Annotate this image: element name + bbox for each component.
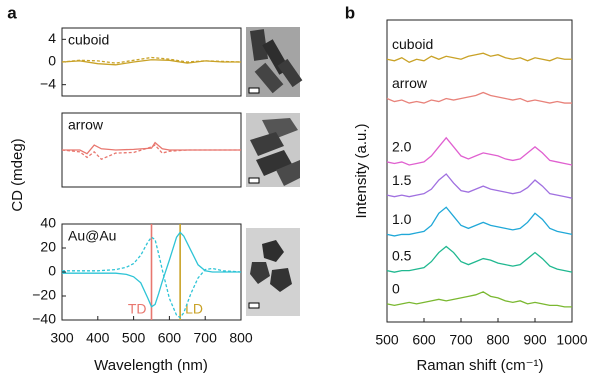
- y-tick-label: −4: [40, 75, 56, 91]
- panel-label: b: [345, 3, 355, 22]
- series-line: [387, 174, 572, 198]
- y-tick-label: 0: [48, 263, 56, 279]
- series-line: [387, 53, 572, 62]
- x-tick-label: 700: [194, 330, 218, 346]
- x-tick-label: 500: [122, 330, 146, 346]
- y-axis-label: CD (mdeg): [9, 138, 26, 211]
- series-label: arrow: [392, 75, 428, 91]
- reference-label: TD: [128, 301, 147, 317]
- series-line: [387, 207, 572, 236]
- x-tick-label: 300: [50, 330, 74, 346]
- series-label: 2.0: [392, 139, 412, 155]
- series-label: cuboid: [392, 36, 433, 52]
- y-tick-label: −40: [32, 311, 56, 327]
- series-label: 0.5: [392, 247, 412, 263]
- x-tick-label: 700: [449, 332, 473, 348]
- x-tick-label: 400: [86, 330, 110, 346]
- x-tick-label: 900: [523, 332, 547, 348]
- series-label: 0: [392, 281, 400, 297]
- reference-label: LD: [185, 301, 203, 317]
- y-tick-label: −20: [32, 287, 56, 303]
- x-axis-label: Raman shift (cm⁻¹): [416, 357, 543, 374]
- series-line: [387, 292, 572, 307]
- y-tick-label: 40: [40, 215, 56, 231]
- y-tick-label: 0: [48, 53, 56, 69]
- plot-label: arrow: [68, 117, 104, 133]
- x-axis-label: Wavelength (nm): [94, 357, 208, 374]
- panel-label: a: [7, 3, 17, 22]
- x-tick-label: 1000: [556, 332, 587, 348]
- series-line: [387, 92, 572, 103]
- y-tick-label: 4: [48, 30, 56, 46]
- tem-inset-arrow: [246, 113, 300, 187]
- x-tick-label: 500: [375, 332, 399, 348]
- x-tick-label: 800: [486, 332, 510, 348]
- tem-inset-auau: [246, 228, 300, 316]
- x-tick-label: 600: [158, 330, 182, 346]
- plot-label: cuboid: [68, 32, 109, 48]
- series-line: [387, 247, 572, 273]
- figure: 40−4cuboidarrow40200−20−4030040050060070…: [0, 0, 593, 378]
- x-tick-label: 800: [229, 330, 253, 346]
- series-label: 1.0: [392, 211, 412, 227]
- series-label: 1.5: [392, 172, 412, 188]
- plot-frame: [387, 20, 572, 322]
- tem-inset-cuboid: [246, 27, 302, 97]
- plot-label: Au@Au: [68, 228, 116, 244]
- y-tick-label: 20: [40, 239, 56, 255]
- y-axis-label: Intensity (a.u.): [353, 123, 370, 218]
- series-line: [387, 138, 572, 165]
- series-line: [62, 143, 241, 154]
- x-tick-label: 600: [412, 332, 436, 348]
